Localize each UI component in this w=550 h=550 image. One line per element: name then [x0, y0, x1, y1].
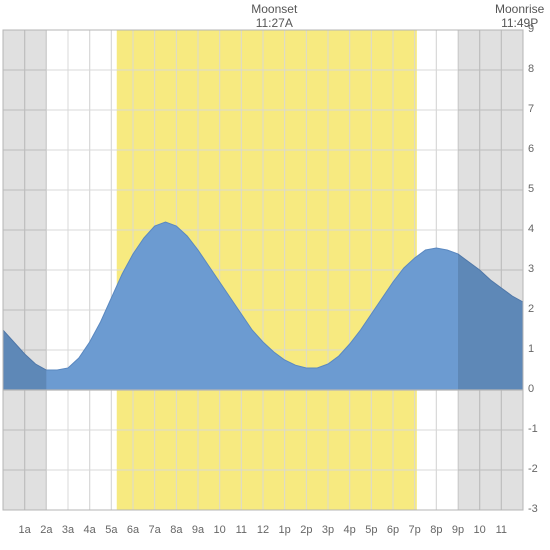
- x-tick-label: 3a: [62, 524, 74, 536]
- y-tick-label: 2: [528, 303, 534, 315]
- x-tick-label: 7p: [409, 524, 421, 536]
- x-tick-label: 5a: [105, 524, 117, 536]
- moon-event-title: Moonset: [251, 2, 297, 16]
- x-tick-label: 6p: [387, 524, 399, 536]
- x-tick-label: 7a: [149, 524, 161, 536]
- x-tick-label: 1a: [19, 524, 31, 536]
- y-tick-label: 5: [528, 183, 534, 195]
- x-tick-label: 2p: [300, 524, 312, 536]
- y-tick-label: -2: [528, 463, 538, 475]
- x-tick-label: 12: [257, 524, 269, 536]
- x-tick-label: 8p: [430, 524, 442, 536]
- tide-chart: -3-2-101234567891a2a3a4a5a6a7a8a9a101112…: [0, 0, 550, 550]
- moon-event-title: Moonrise: [495, 2, 544, 16]
- y-tick-label: 7: [528, 103, 534, 115]
- y-tick-label: 8: [528, 63, 534, 75]
- x-tick-label: 11: [236, 524, 247, 536]
- moon-event-time: 11:27A: [251, 16, 297, 30]
- y-tick-label: 3: [528, 263, 534, 275]
- x-tick-label: 9p: [452, 524, 464, 536]
- x-tick-label: 11: [496, 524, 507, 536]
- moon-event-label: Moonset11:27A: [251, 2, 297, 31]
- x-tick-label: 9a: [192, 524, 204, 536]
- x-tick-label: 5p: [365, 524, 377, 536]
- x-tick-label: 6a: [127, 524, 139, 536]
- y-tick-label: 0: [528, 383, 534, 395]
- x-tick-label: 2a: [40, 524, 52, 536]
- y-tick-label: -3: [528, 503, 538, 515]
- x-tick-label: 4a: [84, 524, 96, 536]
- y-tick-label: 1: [528, 343, 534, 355]
- x-tick-label: 10: [214, 524, 226, 536]
- y-tick-label: 4: [528, 223, 534, 235]
- x-tick-label: 1p: [279, 524, 291, 536]
- y-tick-label: -1: [528, 423, 538, 435]
- moon-event-label: Moonrise11:49P: [495, 2, 544, 31]
- y-tick-label: 6: [528, 143, 534, 155]
- x-tick-label: 8a: [170, 524, 182, 536]
- moon-event-time: 11:49P: [495, 16, 544, 30]
- x-tick-label: 10: [474, 524, 486, 536]
- x-tick-label: 4p: [344, 524, 356, 536]
- x-tick-label: 3p: [322, 524, 334, 536]
